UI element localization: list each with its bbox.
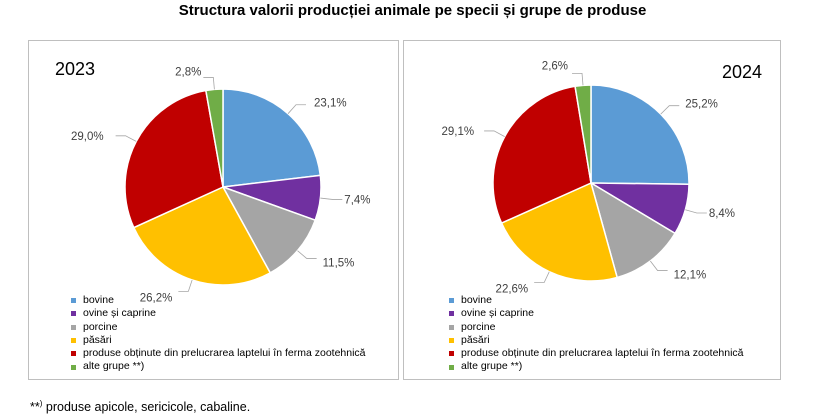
pie-slice-bovine bbox=[222, 88, 322, 188]
chart-title: Structura valorii producției animale pe … bbox=[178, 2, 647, 19]
data-label-pasari: 22,6% bbox=[496, 284, 529, 296]
legend-swatch bbox=[449, 351, 454, 357]
legend-label: porcine bbox=[83, 320, 118, 333]
leader-line-bovine bbox=[660, 105, 680, 115]
legend-swatch bbox=[449, 364, 454, 370]
chart-panel-2023: 2023 23,1% 7,4% 11,5% 26,2% 29,0% 2,8% bovine… bbox=[28, 40, 399, 380]
legend-item-pasari: păsări bbox=[449, 334, 744, 347]
pie-slice-alte-grupe bbox=[574, 84, 592, 184]
pie-slice-alte-grupe bbox=[204, 88, 224, 188]
legend-label: produse obținute din prelucrarea laptelu… bbox=[83, 347, 366, 360]
legend-swatch bbox=[71, 338, 76, 344]
data-label-alte-grupe: 2,6% bbox=[542, 60, 568, 72]
legend-label: porcine bbox=[461, 320, 496, 333]
legend-item-pasari: păsări bbox=[71, 334, 366, 347]
legend-2023: bovine ovine și caprine porcine păsări produ… bbox=[71, 294, 366, 374]
leader-line-ovine-caprine bbox=[685, 209, 707, 214]
leader-line-pasari bbox=[534, 271, 550, 283]
leader-line-ovine-caprine bbox=[320, 197, 343, 200]
legend-label: păsări bbox=[83, 333, 112, 346]
legend-label: păsări bbox=[461, 333, 490, 346]
pie-chart-2024: 25,2% 8,4% 12,1% 22,6% 29,1% 2,6% bbox=[442, 60, 736, 296]
footnote-sup: ) bbox=[39, 399, 43, 408]
legend-label: bovine bbox=[83, 294, 114, 306]
pie-slice-produse-lapte bbox=[124, 89, 224, 229]
legend-item-ovine-caprine: ovine și caprine bbox=[449, 307, 744, 320]
footnote: **) produse apicole, sericicole, cabalin… bbox=[30, 399, 250, 414]
legend-label: ovine și caprine bbox=[461, 307, 534, 320]
leader-line-alte-grupe bbox=[203, 77, 215, 90]
data-label-alte-grupe: 2,8% bbox=[175, 66, 201, 78]
pie-slice-bovine bbox=[590, 84, 690, 185]
footnote-text: produse apicole, sericicole, cabaline. bbox=[42, 400, 251, 415]
legend-swatch bbox=[71, 351, 76, 357]
legend-item-bovine: bovine bbox=[71, 294, 366, 307]
footnote-marker: ** bbox=[30, 400, 40, 415]
legend-label: alte grupe **) bbox=[461, 360, 523, 373]
leader-line-porcine bbox=[297, 250, 317, 259]
leader-line-produse-lapte bbox=[115, 135, 137, 142]
legend-item-alte-grupe: alte grupe **) bbox=[71, 360, 366, 373]
legend-2024: bovine ovine și caprine porcine păsări produ… bbox=[449, 294, 744, 374]
chart-panel-2024: 2024 25,2% 8,4% 12,1% 22,6% 29,1% 2,6% bovine… bbox=[403, 40, 781, 380]
legend-swatch bbox=[71, 364, 76, 370]
legend-item-produse-lapte: produse obținute din prelucrarea laptelu… bbox=[71, 347, 366, 360]
leader-line-porcine bbox=[650, 260, 668, 271]
legend-item-ovine-caprine: ovine și caprine bbox=[71, 307, 366, 320]
data-label-bovine: 23,1% bbox=[314, 98, 347, 110]
legend-item-alte-grupe: alte grupe **) bbox=[449, 360, 744, 373]
legend-swatch bbox=[449, 324, 454, 330]
legend-label: bovine bbox=[461, 294, 492, 306]
legend-label: ovine și caprine bbox=[83, 307, 156, 320]
legend-swatch bbox=[449, 298, 454, 304]
pie-slice-porcine bbox=[221, 185, 317, 274]
legend-swatch bbox=[449, 311, 454, 317]
data-label-bovine: 25,2% bbox=[685, 99, 718, 111]
leader-line-pasari bbox=[178, 279, 193, 292]
data-label-produse-lapte: 29,0% bbox=[71, 131, 104, 143]
legend-label: alte grupe **) bbox=[83, 360, 145, 373]
leader-line-alte-grupe bbox=[572, 72, 584, 86]
legend-item-porcine: porcine bbox=[449, 321, 744, 334]
pie-slice-pasari bbox=[132, 186, 272, 286]
data-label-ovine-caprine: 7,4% bbox=[344, 194, 370, 206]
data-label-produse-lapte: 29,1% bbox=[442, 126, 475, 138]
legend-swatch bbox=[71, 324, 76, 330]
data-label-porcine: 11,5% bbox=[323, 257, 355, 269]
leader-line-produse-lapte bbox=[484, 130, 505, 137]
legend-item-porcine: porcine bbox=[71, 321, 366, 334]
legend-item-bovine: bovine bbox=[449, 294, 744, 307]
pie-slice-pasari bbox=[500, 181, 619, 282]
pie-chart-2023: 23,1% 7,4% 11,5% 26,2% 29,0% 2,8% bbox=[71, 66, 371, 304]
data-label-ovine-caprine: 8,4% bbox=[709, 208, 735, 220]
legend-swatch bbox=[449, 338, 454, 344]
year-label-2024: 2024 bbox=[722, 62, 763, 82]
legend-swatch bbox=[71, 298, 76, 304]
legend-label: produse obținute din prelucrarea laptelu… bbox=[461, 347, 744, 360]
year-label-2023: 2023 bbox=[55, 59, 96, 79]
legend-item-produse-lapte: produse obținute din prelucrarea laptelu… bbox=[449, 347, 744, 360]
data-label-porcine: 12,1% bbox=[674, 270, 707, 282]
leader-line-bovine bbox=[287, 104, 307, 114]
legend-swatch bbox=[71, 311, 76, 317]
data-label-pasari: 26,2% bbox=[140, 292, 173, 304]
